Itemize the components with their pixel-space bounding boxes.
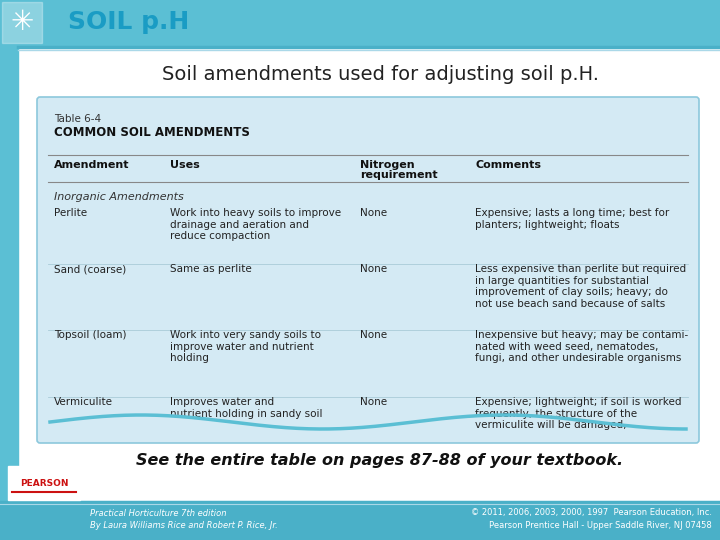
Text: Improves water and
nutrient holding in sandy soil: Improves water and nutrient holding in s… [170,397,323,418]
Bar [0,0,720,45]
Text: Nitrogen: Nitrogen [360,160,415,170]
Text: Inorganic Amendments: Inorganic Amendments [54,192,184,202]
Text: Sand (coarse): Sand (coarse) [54,264,126,274]
Text: SOIL p.H: SOIL p.H [68,10,189,35]
Text: None: None [360,264,387,274]
Text: COMMON SOIL AMENDMENTS: COMMON SOIL AMENDMENTS [54,126,250,139]
Bar [8,466,80,500]
Text: Comments: Comments [475,160,541,170]
Text: Pearson Prentice Hall - Upper Saddle River, NJ 07458: Pearson Prentice Hall - Upper Saddle Riv… [490,521,712,530]
Text: Perlite: Perlite [54,208,87,218]
Text: Work into heavy soils to improve
drainage and aeration and
reduce compaction: Work into heavy soils to improve drainag… [170,208,341,241]
Text: None: None [360,397,387,407]
Text: Expensive; lightweight; if soil is worked
frequently, the structure of the
vermi: Expensive; lightweight; if soil is worke… [475,397,682,430]
Text: None: None [360,330,387,340]
Text: Vermiculite: Vermiculite [54,397,113,407]
Bar [0,502,720,540]
Text: See the entire table on pages 87-88 of your textbook.: See the entire table on pages 87-88 of y… [136,453,624,468]
Text: Uses: Uses [170,160,199,170]
Text: Expensive; lasts a long time; best for
planters; lightweight; floats: Expensive; lasts a long time; best for p… [475,208,670,230]
Text: Work into very sandy soils to
improve water and nutrient
holding: Work into very sandy soils to improve wa… [170,330,321,363]
Text: Less expensive than perlite but required
in large quantities for substantial
imp: Less expensive than perlite but required… [475,264,686,309]
Text: Inexpensive but heavy; may be contami-
nated with weed seed, nematodes,
fungi, a: Inexpensive but heavy; may be contami- n… [475,330,688,363]
Text: Same as perlite: Same as perlite [170,264,252,274]
Text: Topsoil (loam): Topsoil (loam) [54,330,127,340]
Text: Table 6-4: Table 6-4 [54,114,101,124]
Text: Practical Horticulture 7th edition: Practical Horticulture 7th edition [90,509,227,517]
Bar [2,2,42,43]
FancyBboxPatch shape [37,97,699,443]
Text: Amendment: Amendment [54,160,130,170]
Text: ✳: ✳ [10,9,34,37]
Text: © 2011, 2006, 2003, 2000, 1997  Pearson Education, Inc.: © 2011, 2006, 2003, 2000, 1997 Pearson E… [471,509,712,517]
Text: requirement: requirement [360,170,438,180]
Bar [0,0,18,540]
Text: By Laura Williams Rice and Robert P. Rice, Jr.: By Laura Williams Rice and Robert P. Ric… [90,521,278,530]
Text: PEARSON: PEARSON [19,480,68,489]
Text: None: None [360,208,387,218]
Text: Soil amendments used for adjusting soil p.H.: Soil amendments used for adjusting soil … [161,65,598,84]
